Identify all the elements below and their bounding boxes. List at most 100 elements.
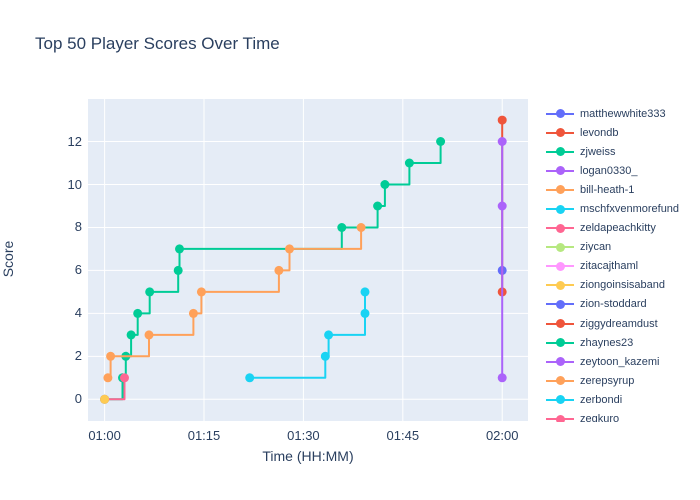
y-tick-label: 2 bbox=[74, 348, 82, 364]
series-marker-zjweiss[interactable] bbox=[436, 137, 446, 146]
legend-line-marker-icon bbox=[546, 204, 574, 214]
legend-item-mschfxvenmorefund[interactable]: mschfxvenmorefund bbox=[541, 199, 699, 218]
legend-line-marker-icon bbox=[546, 147, 574, 157]
legend-item-zion-stoddard[interactable]: zion-stoddard bbox=[541, 295, 699, 314]
legend-label: zitacajthaml bbox=[580, 260, 639, 273]
series-marker-logan0330_[interactable] bbox=[497, 137, 507, 146]
legend-label: zerepsyrup bbox=[580, 374, 635, 387]
legend: matthewwhite333 levondb zjweiss logan0330_b… bbox=[541, 104, 699, 422]
legend-label: zeldapeachkitty bbox=[580, 222, 656, 235]
y-tick-label: 0 bbox=[74, 391, 82, 407]
legend-line-marker-icon bbox=[546, 357, 574, 367]
x-tick-label: 01:00 bbox=[88, 428, 121, 443]
legend-line-marker-icon bbox=[546, 376, 574, 386]
series-marker-zjweiss[interactable] bbox=[404, 158, 414, 168]
series-marker-bill-heath-1[interactable] bbox=[285, 244, 294, 254]
legend-item-zeytoon_kazemi[interactable]: zeytoon_kazemi bbox=[541, 352, 699, 371]
legend-line-marker-icon bbox=[546, 223, 574, 233]
series-line-bill-heath-1 bbox=[107, 227, 363, 379]
legend-item-zhaynes23[interactable]: zhaynes23 bbox=[541, 333, 699, 352]
legend-line-marker-icon bbox=[546, 109, 574, 119]
chart-title: Top 50 Player Scores Over Time bbox=[35, 34, 280, 53]
legend-item-zeldapeachkitty[interactable]: zeldapeachkitty bbox=[541, 219, 699, 238]
legend-label: logan0330_ bbox=[580, 164, 638, 177]
x-tick-label: 01:45 bbox=[386, 428, 420, 443]
series-marker-bill-heath-1[interactable] bbox=[196, 287, 206, 297]
legend-line-marker-icon bbox=[546, 166, 574, 176]
legend-label: zjweiss bbox=[580, 145, 616, 158]
y-tick-label: 10 bbox=[67, 176, 82, 192]
y-tick-label: 8 bbox=[74, 219, 82, 235]
series-marker-zjweiss[interactable] bbox=[373, 201, 383, 211]
legend-item-zerepsyrup[interactable]: zerepsyrup bbox=[541, 371, 699, 390]
series-marker-zeldapeachkitty[interactable] bbox=[120, 373, 129, 383]
legend-label: zegkuro bbox=[580, 413, 620, 422]
legend-item-ziggydreamdust[interactable]: ziggydreamdust bbox=[541, 314, 699, 333]
x-tick-label: 01:15 bbox=[187, 428, 221, 443]
legend-line-marker-icon bbox=[546, 280, 574, 290]
x-axis-title: Time (HH:MM) bbox=[262, 448, 354, 464]
legend-line-marker-icon bbox=[546, 185, 574, 195]
legend-label: matthewwhite333 bbox=[580, 107, 666, 120]
series-marker-bill-heath-1[interactable] bbox=[356, 223, 366, 232]
y-tick-label: 12 bbox=[67, 133, 82, 149]
legend-line-marker-icon bbox=[546, 338, 574, 348]
series-line-zeldapeachkitty bbox=[104, 377, 126, 401]
legend-line-marker-icon bbox=[546, 319, 574, 329]
legend-item-levondb[interactable]: levondb bbox=[541, 123, 699, 142]
legend-line-marker-icon bbox=[546, 395, 574, 405]
legend-label: zion-stoddard bbox=[580, 298, 647, 311]
series-marker-bill-heath-1[interactable] bbox=[274, 265, 284, 275]
series-marker-logan0330_[interactable] bbox=[497, 373, 507, 383]
series-marker-zjweiss[interactable] bbox=[126, 330, 136, 340]
series-marker-zjweiss[interactable] bbox=[175, 244, 184, 254]
series-marker-zjweiss[interactable] bbox=[337, 223, 347, 232]
series-marker-ziongoinsisaband[interactable] bbox=[100, 394, 110, 404]
legend-line-marker-icon bbox=[546, 261, 574, 271]
legend-label: bill-heath-1 bbox=[580, 183, 635, 196]
series-marker-zjweiss[interactable] bbox=[145, 287, 155, 297]
series-marker-logan0330_[interactable] bbox=[497, 201, 507, 211]
y-axis-title: Score bbox=[0, 240, 16, 278]
series-marker-bill-heath-1[interactable] bbox=[106, 351, 116, 361]
legend-label: zerbondi bbox=[580, 393, 623, 406]
legend-item-zerbondi[interactable]: zerbondi bbox=[541, 390, 699, 409]
series-marker-levondb[interactable] bbox=[497, 115, 507, 125]
legend-item-ziongoinsisaband[interactable]: ziongoinsisaband bbox=[541, 276, 699, 295]
legend-item-zitacajthaml[interactable]: zitacajthaml bbox=[541, 257, 699, 276]
plot-background bbox=[88, 99, 528, 421]
series-marker-zjweiss[interactable] bbox=[173, 265, 183, 275]
series-marker-bill-heath-1[interactable] bbox=[188, 308, 198, 318]
x-tick-label: 02:00 bbox=[485, 428, 519, 443]
legend-item-ziycan[interactable]: ziycan bbox=[541, 238, 699, 257]
series-marker-mschfxvenmorefund[interactable] bbox=[360, 287, 370, 297]
series-marker-mschfxvenmorefund[interactable] bbox=[245, 373, 255, 383]
x-tick-label: 01:30 bbox=[287, 428, 320, 443]
legend-line-marker-icon bbox=[546, 414, 574, 422]
legend-item-zjweiss[interactable]: zjweiss bbox=[541, 142, 699, 161]
legend-line-marker-icon bbox=[546, 242, 574, 252]
legend-label: ziongoinsisaband bbox=[580, 279, 666, 292]
series-marker-mschfxvenmorefund[interactable] bbox=[324, 330, 334, 340]
series-marker-bill-heath-1[interactable] bbox=[103, 373, 113, 383]
series-marker-zjweiss[interactable] bbox=[380, 180, 390, 189]
legend-item-logan0330_[interactable]: logan0330_ bbox=[541, 161, 699, 180]
legend-label: zhaynes23 bbox=[580, 336, 634, 349]
legend-label: levondb bbox=[580, 126, 619, 139]
legend-label: ziggydreamdust bbox=[580, 317, 658, 330]
legend-item-zegkuro[interactable]: zegkuro bbox=[541, 410, 699, 422]
legend-item-bill-heath-1[interactable]: bill-heath-1 bbox=[541, 180, 699, 199]
legend-item-matthewwhite333[interactable]: matthewwhite333 bbox=[541, 104, 699, 123]
legend-line-marker-icon bbox=[546, 128, 574, 138]
series-marker-mschfxvenmorefund[interactable] bbox=[320, 351, 330, 361]
series-marker-bill-heath-1[interactable] bbox=[144, 330, 154, 340]
series-marker-zjweiss[interactable] bbox=[133, 308, 143, 318]
y-tick-label: 6 bbox=[74, 262, 82, 278]
series-marker-mschfxvenmorefund[interactable] bbox=[360, 308, 370, 318]
legend-label: mschfxvenmorefund bbox=[580, 203, 680, 216]
legend-line-marker-icon bbox=[546, 299, 574, 309]
y-tick-label: 4 bbox=[74, 305, 82, 321]
legend-label: zeytoon_kazemi bbox=[580, 355, 660, 368]
